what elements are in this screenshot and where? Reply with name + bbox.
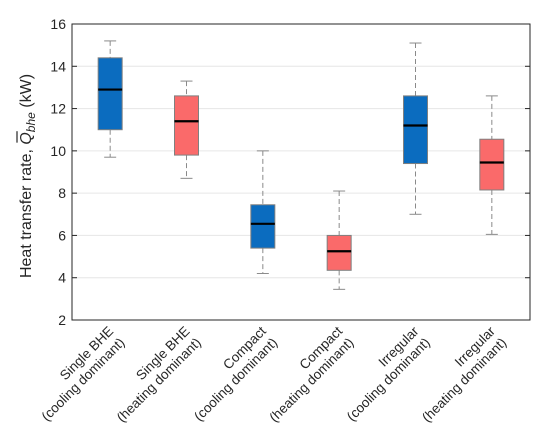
box-group bbox=[403, 42, 428, 215]
box-iqr bbox=[403, 95, 428, 165]
box-iqr bbox=[174, 95, 199, 156]
box-group bbox=[97, 40, 123, 158]
box-iqr bbox=[326, 234, 352, 271]
box-iqr bbox=[97, 57, 123, 131]
grid-lines bbox=[72, 65, 530, 279]
y-tick-label: 6 bbox=[58, 227, 66, 243]
x-axis-category-labels: Single BHE(cooling dominant) Single BHE(h… bbox=[27, 323, 509, 425]
box-iqr bbox=[250, 204, 276, 249]
plot-frame bbox=[71, 23, 531, 321]
box-iqr bbox=[479, 138, 505, 191]
y-tick-label: 2 bbox=[58, 312, 66, 328]
y-tick-label: 12 bbox=[50, 101, 66, 117]
y-tick-label: 14 bbox=[50, 58, 66, 74]
y-axis-label: Heat transfer rate, Qbhe (kW) bbox=[18, 74, 38, 278]
box-group bbox=[479, 95, 505, 235]
y-tick-label: 8 bbox=[58, 185, 66, 201]
y-tick-label: 16 bbox=[50, 16, 66, 32]
box-group bbox=[250, 150, 276, 274]
box-group bbox=[326, 190, 352, 290]
y-tick-label: 4 bbox=[58, 270, 66, 286]
box-series bbox=[97, 40, 505, 290]
box-group bbox=[174, 80, 199, 179]
x-category-label: Single BHE(cooling dominant) bbox=[27, 324, 127, 424]
y-tick-label: 10 bbox=[50, 143, 66, 159]
y-axis-ticks: 2 4 6 8 10 12 14 16 bbox=[50, 16, 530, 328]
